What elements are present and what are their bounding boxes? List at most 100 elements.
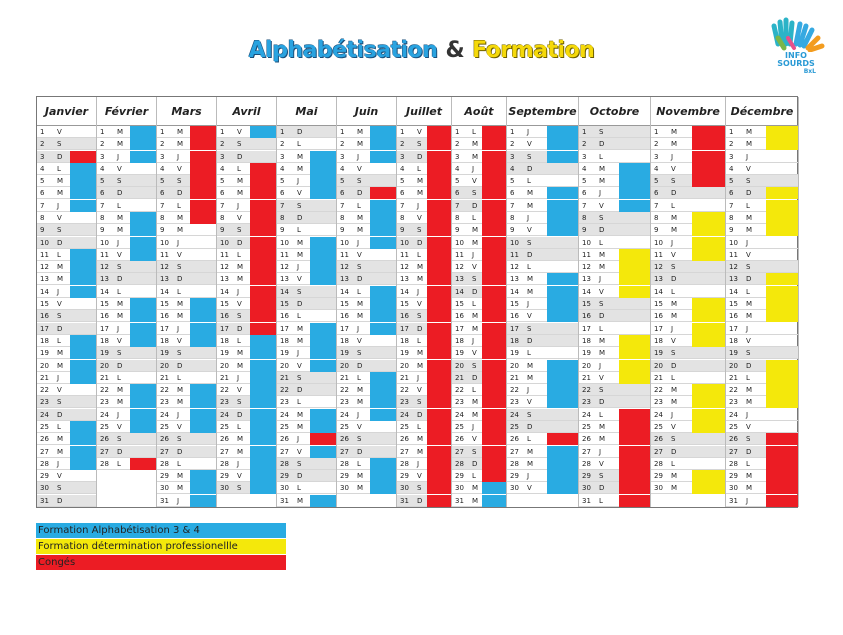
day-number: 26: [40, 435, 49, 444]
day-number: 27: [654, 447, 663, 456]
calendar-day: 11 D: [507, 248, 579, 261]
day-number: 6: [160, 189, 165, 198]
day-number: 9: [455, 226, 460, 235]
day-number: 13: [280, 275, 289, 284]
day-number: 30: [40, 484, 49, 493]
day-mark: [482, 310, 507, 323]
calendar-day: 23 M: [452, 396, 507, 409]
calendar-day: 24 L: [579, 408, 651, 421]
day-letter: M: [746, 214, 753, 223]
day-letter: S: [599, 128, 604, 136]
day-mark: [190, 347, 217, 359]
day-letter: V: [57, 128, 62, 136]
day-letter: J: [746, 238, 749, 247]
calendar-day: 10 D: [217, 236, 277, 249]
day-letter: V: [527, 140, 532, 149]
day-number: 23: [100, 398, 109, 407]
day-mark: [250, 248, 277, 261]
day-mark: [310, 458, 337, 470]
calendar-day: 21 L: [726, 371, 799, 384]
day-letter: L: [297, 484, 301, 493]
day-number: 18: [340, 336, 349, 345]
day-number: 11: [340, 250, 349, 259]
day-letter: M: [746, 472, 753, 481]
day-letter: S: [671, 263, 676, 272]
day-number: 2: [220, 140, 225, 149]
day-mark: [310, 162, 337, 175]
day-letter: J: [117, 152, 120, 161]
day-mark: [482, 359, 507, 372]
day-letter: L: [57, 422, 61, 431]
calendar-day: 23 M: [726, 396, 799, 409]
day-number: 17: [40, 324, 49, 333]
calendar-day: 26 J: [277, 433, 337, 446]
day-number: 4: [400, 164, 405, 173]
day-letter: D: [746, 447, 752, 456]
calendar-day: 20 D: [726, 359, 799, 372]
day-number: 30: [340, 484, 349, 493]
legend-item-determination: Formation détermination professionellle: [36, 539, 286, 555]
calendar-day: 18 V: [97, 334, 157, 347]
day-mark: [766, 310, 799, 323]
month-separator: [725, 97, 726, 507]
calendar-day: 30 S: [397, 482, 452, 495]
day-mark: [190, 446, 217, 458]
day-mark: [427, 457, 452, 470]
day-number: 5: [510, 177, 515, 186]
day-letter: M: [671, 472, 678, 481]
calendar-day: 30 S: [37, 482, 97, 495]
day-letter: J: [117, 238, 120, 247]
day-number: 24: [400, 410, 409, 419]
calendar-day: 17 J: [97, 322, 157, 335]
day-number: 7: [100, 201, 105, 210]
day-letter: M: [472, 398, 479, 407]
day-letter: D: [671, 189, 677, 198]
day-number: 25: [340, 422, 349, 431]
day-mark: [310, 322, 337, 335]
day-letter: M: [417, 275, 424, 284]
day-letter: J: [57, 459, 60, 468]
day-letter: M: [671, 386, 678, 395]
calendar-day: 16 M: [337, 310, 397, 323]
day-number: 11: [510, 250, 519, 259]
title-ampersand: &: [445, 38, 465, 63]
day-number: 26: [220, 435, 229, 444]
month-separator: [798, 97, 799, 507]
calendar-day: 25 V: [651, 420, 726, 433]
day-mark: [619, 396, 651, 408]
day-number: 9: [160, 226, 165, 235]
day-number: 27: [582, 447, 591, 456]
day-number: 29: [220, 472, 229, 481]
day-letter: V: [671, 422, 676, 431]
month-header: Avril: [217, 97, 277, 126]
day-number: 3: [40, 152, 45, 161]
day-letter: S: [527, 410, 532, 419]
day-letter: V: [527, 398, 532, 407]
calendar-day: 20 S: [452, 359, 507, 372]
day-letter: V: [357, 336, 362, 345]
calendar-day: 24 S: [507, 408, 579, 421]
month-column: 1 J 2 V 3 S 4 D 5 L 6 M 7 M 8 J 9 V 10 S 11 D 12 L 13 M 14 M 15 J 16 V 1…: [507, 126, 579, 507]
day-letter: J: [57, 373, 60, 382]
day-number: 26: [400, 435, 409, 444]
day-letter: M: [57, 349, 64, 358]
day-letter: L: [671, 373, 675, 382]
day-mark: [766, 298, 799, 311]
day-number: 20: [654, 361, 663, 370]
day-mark: [190, 470, 217, 483]
calendar-day: 26 V: [452, 433, 507, 446]
calendar-day: 18 V: [337, 335, 397, 347]
day-letter: V: [117, 422, 122, 431]
day-number: 23: [340, 398, 349, 407]
calendar-day: 21 L: [97, 372, 157, 384]
day-number: 12: [729, 263, 738, 272]
day-mark: [190, 433, 217, 445]
day-mark: [547, 261, 579, 273]
calendar-day: 22 S: [579, 384, 651, 397]
day-number: 15: [582, 300, 591, 309]
